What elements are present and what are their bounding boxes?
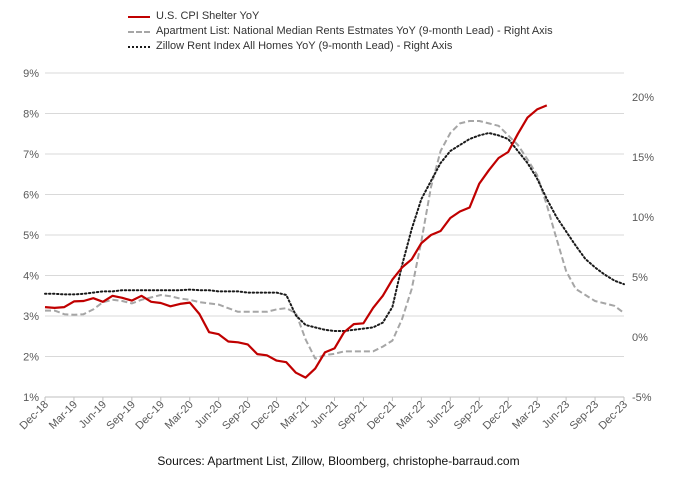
y-right-tick-label: 10% bbox=[632, 212, 654, 224]
legend-label: Zillow Rent Index All Homes YoY (9-month… bbox=[156, 40, 453, 52]
x-axis-ticks: Dec-18Mar-19Jun-19Sep-19Dec-19Mar-20Jun-… bbox=[18, 396, 631, 433]
series-line-cpi-shelter bbox=[44, 104, 548, 379]
left-axis-ticks: 1% 2% 3% 4% 5% 6% 7% 8% 9% bbox=[23, 68, 39, 404]
x-tick-label: Dec-20 bbox=[249, 399, 283, 433]
y-left-tick-label: 9% bbox=[23, 68, 39, 80]
x-tick-label: Sep-23 bbox=[568, 399, 602, 433]
legend-label: Apartment List: National Median Rents Es… bbox=[156, 25, 553, 37]
series-line-zillow bbox=[44, 132, 625, 332]
x-tick-label: Mar-20 bbox=[163, 399, 196, 432]
legend-item-zillow: Zillow Rent Index All Homes YoY (9-month… bbox=[128, 39, 553, 54]
x-tick-label: Dec-22 bbox=[481, 399, 515, 433]
legend-item-apartment-list: Apartment List: National Median Rents Es… bbox=[128, 24, 553, 39]
y-left-tick-label: 1% bbox=[23, 392, 39, 404]
y-right-tick-label: -5% bbox=[632, 392, 652, 404]
legend-swatch-dotted-black bbox=[128, 45, 150, 48]
x-tick-label: Dec-19 bbox=[133, 399, 167, 433]
x-tick-label: Jun-21 bbox=[308, 399, 340, 431]
legend-swatch-dashed-gray bbox=[128, 30, 150, 33]
x-tick-label: Sep-21 bbox=[336, 399, 370, 433]
y-right-tick-label: 15% bbox=[632, 152, 654, 164]
y-left-tick-label: 2% bbox=[23, 352, 39, 364]
y-right-tick-label: 0% bbox=[632, 332, 648, 344]
x-tick-label: Jun-20 bbox=[193, 399, 225, 431]
x-tick-label: Jun-22 bbox=[424, 399, 456, 431]
legend: U.S. CPI Shelter YoY Apartment List: Nat… bbox=[128, 9, 553, 54]
x-tick-label: Mar-22 bbox=[394, 399, 427, 432]
x-tick-label: Mar-23 bbox=[510, 399, 543, 432]
legend-item-cpi-shelter: U.S. CPI Shelter YoY bbox=[128, 9, 553, 24]
y-left-tick-label: 5% bbox=[23, 230, 39, 242]
y-right-tick-label: 20% bbox=[632, 92, 654, 104]
y-left-tick-label: 7% bbox=[23, 149, 39, 161]
legend-swatch-solid-red bbox=[128, 15, 150, 18]
y-left-tick-label: 4% bbox=[23, 271, 39, 283]
y-right-tick-label: 5% bbox=[632, 272, 648, 284]
y-left-tick-label: 6% bbox=[23, 190, 39, 202]
series-line-apartment-list bbox=[45, 120, 625, 360]
series-layer bbox=[44, 104, 625, 379]
x-tick-label: Mar-21 bbox=[279, 399, 312, 432]
x-tick-label: Jun-19 bbox=[77, 399, 109, 431]
y-left-tick-label: 8% bbox=[23, 109, 39, 121]
x-tick-label: Sep-22 bbox=[452, 399, 486, 433]
x-tick-label: Dec-21 bbox=[365, 399, 399, 433]
x-tick-label: Sep-20 bbox=[220, 399, 254, 433]
x-tick-label: Dec-23 bbox=[597, 399, 631, 433]
source-caption: Sources: Apartment List, Zillow, Bloombe… bbox=[157, 454, 520, 468]
gridlines bbox=[45, 72, 624, 398]
x-tick-label: Jun-23 bbox=[540, 399, 572, 431]
x-tick-label: Mar-19 bbox=[47, 399, 80, 432]
right-axis-ticks: -5% 0% 5% 10% 15% 20% bbox=[632, 92, 654, 404]
y-left-tick-label: 3% bbox=[23, 311, 39, 323]
x-tick-label: Sep-19 bbox=[104, 399, 138, 433]
legend-label: U.S. CPI Shelter YoY bbox=[156, 10, 260, 22]
